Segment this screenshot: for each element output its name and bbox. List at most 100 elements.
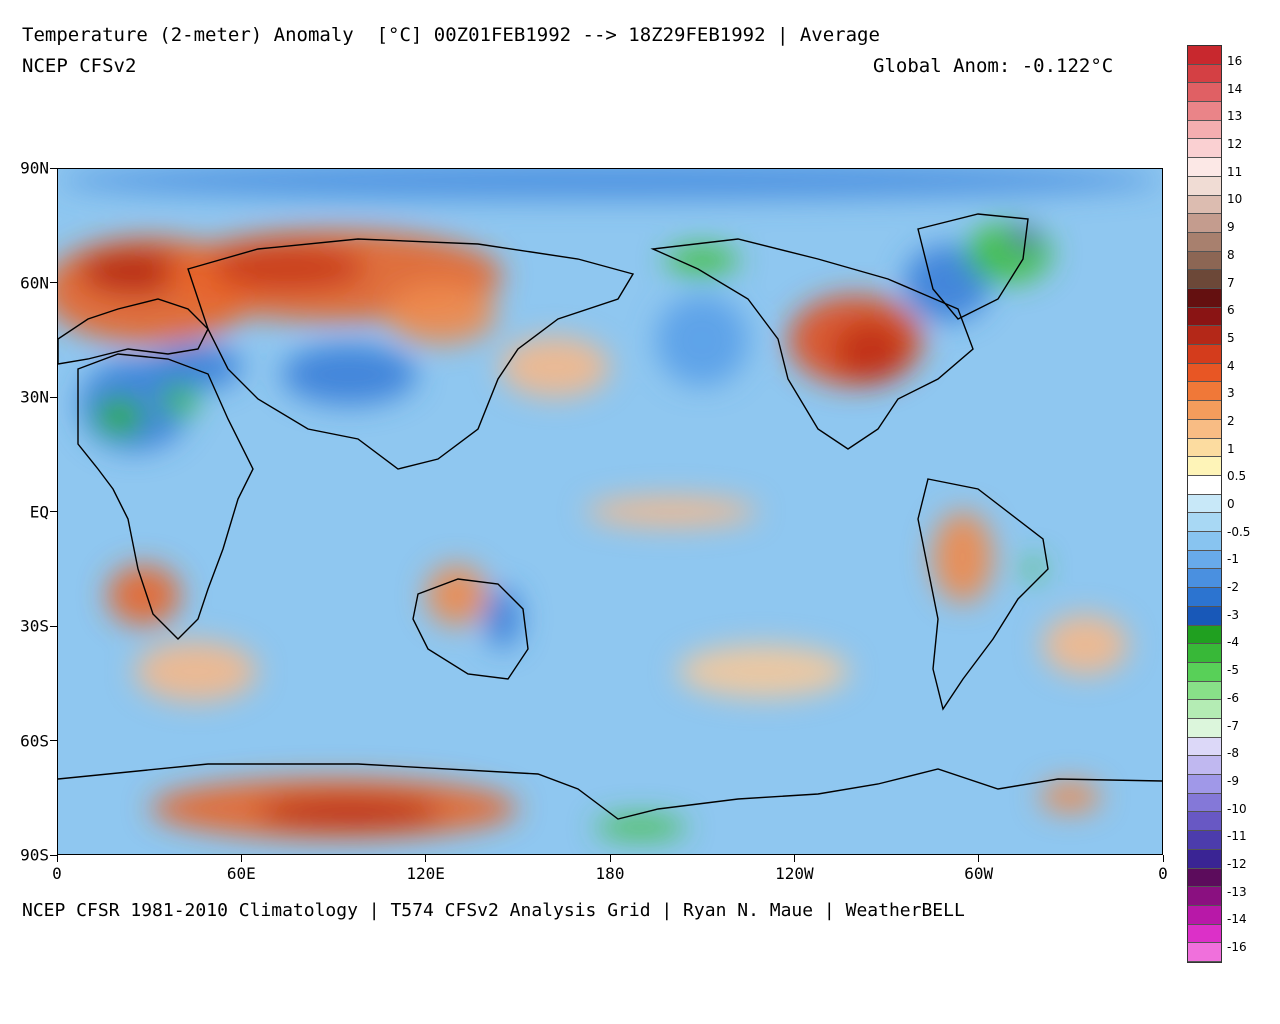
colorbar-label: -3: [1227, 607, 1239, 622]
lon-tick: [56, 855, 58, 862]
lon-label: 180: [595, 864, 625, 883]
colorbar-label: 11: [1227, 164, 1243, 179]
colorbar-label: -8: [1227, 746, 1239, 761]
lat-label: 60N: [20, 273, 49, 292]
colorbar-label: -2: [1227, 580, 1239, 595]
lat-tick: [50, 167, 57, 169]
colorbar-label: -6: [1227, 690, 1239, 705]
colorbar-cell: [1188, 812, 1221, 832]
lon-tick: [978, 855, 980, 862]
anomaly-south-indian-warm: [134, 640, 258, 702]
anomaly-greenland-green: [965, 222, 1052, 284]
colorbar-label: 5: [1227, 330, 1235, 345]
colorbar-label: -10: [1227, 801, 1247, 816]
colorbar-label: -14: [1227, 912, 1247, 927]
lon-label: 0: [52, 864, 62, 883]
anomaly-north-america-hot: [833, 321, 908, 383]
anomaly-tibet-cold: [281, 344, 417, 405]
colorbar-label: 16: [1227, 54, 1243, 68]
anomaly-brazil-green: [1024, 557, 1043, 580]
north-america-outline: [650, 238, 974, 450]
colorbar-cell: [1188, 887, 1221, 906]
colorbar-cell: [1188, 644, 1221, 663]
colorbar-label: 4: [1227, 358, 1235, 373]
lat-label: EQ: [29, 502, 49, 521]
lat-tick: [50, 625, 57, 627]
colorbar-cell: [1188, 214, 1221, 233]
colorbar-cell: [1188, 718, 1221, 738]
anomaly-australia-cold: [484, 587, 522, 649]
greenland-outline: [917, 213, 1029, 320]
colorbar-cell: [1188, 550, 1221, 570]
colorbar-cell: [1188, 494, 1221, 514]
anomaly-east-asia-warm: [386, 283, 497, 345]
colorbar-cell: [1188, 64, 1221, 84]
colorbar-cell: [1188, 681, 1221, 701]
colorbar-label: -5: [1227, 663, 1239, 678]
anomaly-map: [57, 168, 1163, 855]
lon-label: 0: [1158, 864, 1168, 883]
anomaly-scandinavia-hot: [79, 248, 190, 295]
lat-tick: [50, 282, 57, 283]
colorbar-label: 9: [1227, 220, 1235, 235]
lat-label: 90N: [20, 158, 49, 178]
global-anomaly-value: Global Anom: -0.122°C: [873, 55, 1114, 77]
colorbar-cell: [1188, 438, 1221, 458]
colorbar-label: 1: [1227, 441, 1235, 456]
colorbar-label: -0.5: [1227, 524, 1251, 539]
colorbar-cell: [1188, 46, 1221, 65]
colorbar-cell: [1188, 606, 1221, 626]
colorbar-cell: [1188, 943, 1221, 962]
lon-label: 60E: [226, 864, 256, 883]
colorbar-label: -7: [1227, 718, 1239, 733]
colorbar-label: -16: [1227, 940, 1247, 954]
anomaly-australia-warm: [426, 564, 488, 626]
lat-label: 30N: [20, 387, 49, 407]
south-america-outline: [917, 478, 1049, 711]
lat-label: 30S: [20, 616, 49, 636]
colorbar-cell: [1188, 345, 1221, 364]
lat-tick: [50, 854, 57, 856]
colorbar-cell: [1188, 662, 1221, 682]
anomaly-southern-africa-warm: [107, 564, 181, 626]
colorbar-cell: [1188, 513, 1221, 533]
colorbar-label: 8: [1227, 247, 1235, 262]
anomaly-middle-east-cold: [150, 344, 242, 390]
anomaly-north-pacific-warm: [499, 336, 610, 398]
colorbar-cell: [1188, 251, 1221, 271]
colorbar-cell: [1188, 195, 1221, 215]
colorbar-label: 2: [1227, 413, 1235, 428]
colorbar-cell: [1188, 793, 1221, 813]
colorbar-cell: [1188, 737, 1221, 757]
model-name: NCEP CFSv2: [22, 55, 137, 77]
lat-tick: [50, 740, 57, 741]
colorbar-cell: [1188, 158, 1221, 177]
colorbar-cell: [1188, 868, 1221, 888]
colorbar-cell: [1188, 176, 1221, 196]
lat-label: 60S: [20, 731, 49, 750]
colorbar-label: 0: [1227, 497, 1235, 511]
colorbar-cell: [1188, 905, 1221, 925]
lon-tick: [793, 855, 795, 862]
colorbar-cell: [1188, 289, 1221, 308]
colorbar-cell: [1188, 102, 1221, 121]
colorbar-cell: [1188, 475, 1221, 495]
colorbar-label: 14: [1227, 81, 1243, 96]
lon-tick: [1162, 855, 1164, 862]
colorbar-cell: [1188, 756, 1221, 776]
anomaly-siberia-hot: [211, 245, 365, 291]
colorbar-cell: [1188, 532, 1221, 551]
lon-tick: [609, 855, 611, 862]
colorbar-label: -4: [1227, 635, 1239, 650]
anomaly-south-pacific-warm: [677, 644, 850, 698]
lon-label: 60W: [964, 864, 994, 883]
australia-outline: [412, 578, 529, 680]
anomaly-south-atlantic-warm: [1042, 614, 1129, 676]
colorbar-cell: [1188, 700, 1221, 719]
lon-label: 120E: [406, 864, 445, 883]
colorbar-cell: [1188, 139, 1221, 159]
colorbar-label: 7: [1227, 275, 1235, 290]
anomaly-greenland-purple: [1011, 226, 1037, 249]
anomaly-nino-warm: [585, 496, 758, 527]
colorbar-cell: [1188, 270, 1221, 289]
